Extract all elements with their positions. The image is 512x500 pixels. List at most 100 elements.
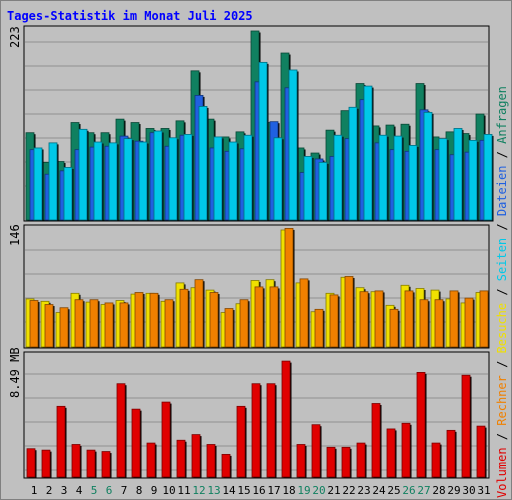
bar-rechner-day-7	[119, 302, 129, 348]
bar-rechner-day-24	[374, 290, 384, 348]
legend-item-volumen: Volumen	[495, 447, 509, 498]
bar-volumen-day-2	[41, 449, 51, 478]
x-tick-label: 21	[327, 484, 340, 497]
bar-rechner-day-4	[74, 299, 84, 348]
bar-volumen-day-13	[206, 444, 216, 478]
bar-volumen-day-1	[26, 448, 36, 478]
x-tick-label: 8	[136, 484, 143, 497]
bar-seiten-day-28	[438, 138, 448, 221]
x-tick-label: 26	[402, 484, 415, 497]
bar-rechner-day-16	[254, 286, 264, 348]
bar-volumen-day-7	[116, 383, 126, 478]
bar-volumen-day-23	[356, 442, 366, 478]
bar-rechner-day-27	[419, 299, 429, 348]
bar-volumen-day-16	[251, 383, 261, 478]
bar-rechner-day-31	[479, 290, 489, 348]
x-tick-label: 23	[357, 484, 370, 497]
bar-rechner-day-1	[29, 300, 39, 348]
x-tick-label: 2	[46, 484, 53, 497]
x-tick-label: 1	[31, 484, 38, 497]
legend-item-anfragen: Anfragen	[495, 86, 509, 144]
x-tick-label: 3	[61, 484, 68, 497]
bar-seiten-day-5	[93, 141, 103, 221]
bar-rechner-day-3	[59, 307, 69, 348]
x-tick-label: 7	[121, 484, 128, 497]
panel-requests-bars	[25, 30, 494, 222]
bar-rechner-day-15	[239, 299, 249, 348]
bar-seiten-day-7	[123, 138, 133, 221]
bar-rechner-day-14	[224, 308, 234, 348]
bar-volumen-day-19	[296, 444, 306, 478]
bar-rechner-day-18	[284, 227, 294, 348]
bar-rechner-day-30	[464, 297, 474, 348]
bar-seiten-day-23	[363, 85, 373, 221]
bar-volumen-day-5	[86, 449, 96, 478]
x-tick-label: 14	[222, 484, 236, 497]
bar-seiten-day-19	[303, 156, 313, 221]
bar-seiten-day-31	[483, 133, 493, 221]
legend: Volumen / Rechner / Besuche / Seiten / D…	[495, 86, 509, 498]
bar-seiten-day-10	[168, 137, 178, 221]
bar-seiten-day-4	[78, 128, 88, 221]
bar-seiten-day-25	[393, 135, 403, 221]
x-axis-labels: 1 2 3 4 5 6 7 8 9 10 11 12 13 14 15 16 17 18 19 20 21 22 23 24 2…	[31, 484, 491, 497]
bar-seiten-day-1	[33, 147, 43, 221]
bar-seiten-day-26	[408, 145, 418, 221]
panel-requests-max-label: 223	[8, 26, 22, 48]
bar-volumen-day-31	[476, 425, 486, 478]
bar-seiten-day-11	[183, 133, 193, 221]
bar-volumen-day-11	[176, 439, 186, 478]
bar-rechner-day-17	[269, 286, 279, 348]
legend-separator: /	[495, 281, 509, 303]
bar-volumen-day-22	[341, 446, 351, 478]
bar-volumen-day-9	[146, 442, 156, 478]
x-tick-label: 27	[417, 484, 430, 497]
x-tick-label: 13	[207, 484, 220, 497]
x-tick-label: 5	[91, 484, 98, 497]
bar-volumen-day-30	[461, 374, 471, 478]
bar-seiten-day-20	[318, 161, 328, 221]
bar-rechner-day-22	[344, 276, 354, 348]
x-tick-label: 10	[162, 484, 175, 497]
bar-seiten-day-18	[288, 69, 298, 221]
bar-rechner-day-20	[314, 308, 324, 348]
bar-volumen-day-28	[431, 442, 441, 478]
bar-rechner-day-9	[149, 292, 159, 348]
bar-seiten-day-30	[468, 139, 478, 221]
bar-volumen-day-15	[236, 405, 246, 478]
bar-rechner-day-23	[359, 291, 369, 348]
bar-volumen-day-25	[386, 428, 396, 478]
x-tick-label: 20	[312, 484, 325, 497]
bar-volumen-day-8	[131, 408, 141, 478]
legend-item-dateien: Dateien	[495, 166, 509, 217]
bar-seiten-day-15	[243, 134, 253, 221]
panel-visits-max-label: 146	[8, 224, 22, 246]
panel-visits-bars	[25, 227, 490, 349]
bar-volumen-day-10	[161, 401, 171, 478]
bar-seiten-day-17	[273, 137, 283, 221]
bar-seiten-day-8	[138, 141, 148, 221]
bar-volumen-day-12	[191, 434, 201, 478]
x-tick-label: 28	[432, 484, 445, 497]
x-tick-label: 31	[477, 484, 490, 497]
panel-volume-bars	[25, 360, 488, 479]
bar-rechner-day-21	[329, 294, 339, 348]
bar-volumen-day-17	[266, 383, 276, 478]
bar-rechner-day-6	[104, 302, 114, 348]
bar-volumen-day-21	[326, 446, 336, 478]
bar-seiten-day-16	[258, 61, 268, 221]
bar-seiten-day-9	[153, 130, 163, 221]
x-tick-label: 4	[76, 484, 83, 497]
x-tick-label: 16	[252, 484, 265, 497]
legend-separator: /	[495, 216, 509, 238]
bar-seiten-day-22	[348, 106, 358, 221]
legend-item-besuche: Besuche	[495, 303, 509, 354]
bar-volumen-day-4	[71, 444, 81, 478]
bar-volumen-day-26	[401, 422, 411, 478]
bar-volumen-day-24	[371, 403, 381, 478]
bar-seiten-day-24	[378, 134, 388, 221]
legend-separator: /	[495, 144, 509, 166]
bar-rechner-day-8	[134, 292, 144, 348]
bar-rechner-day-2	[44, 304, 54, 348]
